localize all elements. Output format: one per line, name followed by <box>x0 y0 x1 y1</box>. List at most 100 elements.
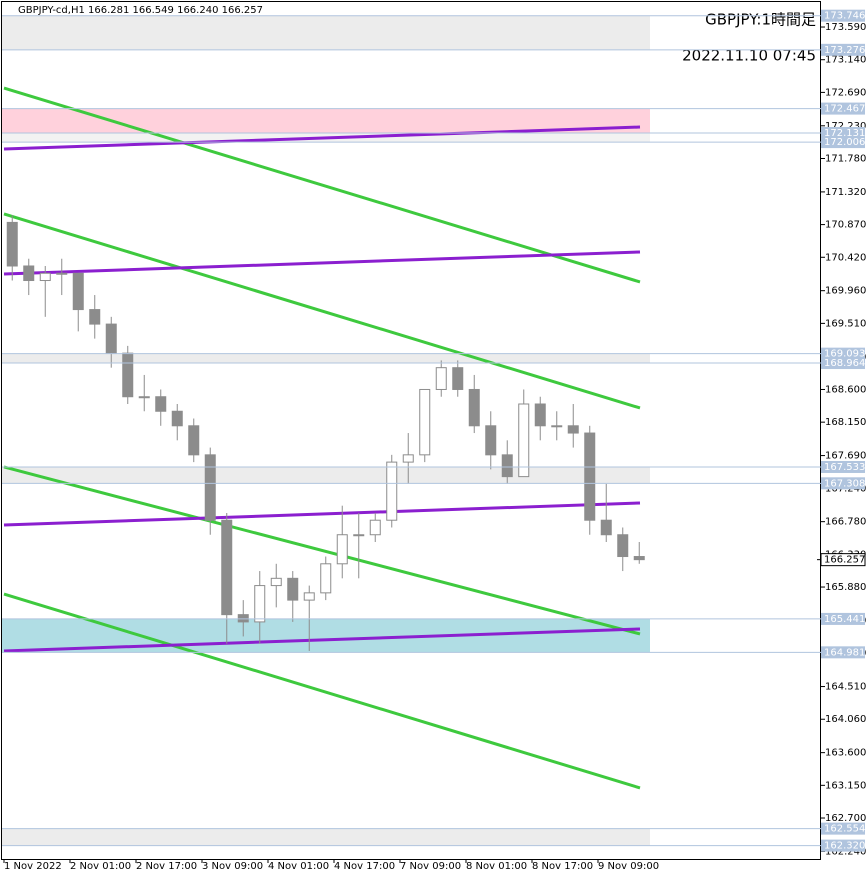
candle-body <box>89 309 101 325</box>
level-label: 172.131 <box>824 128 865 139</box>
level-label-box <box>821 102 865 115</box>
level-label: 164.981 <box>824 647 865 658</box>
candle-body <box>567 425 579 434</box>
frame <box>1 1 821 860</box>
candle-body <box>188 425 200 456</box>
timestamp: 2022.11.10 07:45 <box>682 47 816 65</box>
level-label-box <box>821 839 865 852</box>
zone <box>2 466 650 484</box>
y-tick-label: 168.150 <box>825 417 866 428</box>
level-label-box <box>821 357 865 370</box>
y-tick-label: 167.690 <box>825 451 866 462</box>
trendline <box>3 627 641 653</box>
header: GBPJPY-cd,H1 166.281 166.549 166.240 166… <box>18 5 263 16</box>
candle-body <box>369 519 381 536</box>
x-tick-label: 2 Nov 01:00 <box>70 861 131 872</box>
level-label: 167.308 <box>824 478 865 489</box>
x-tick-label: 9 Nov 09:00 <box>598 861 659 872</box>
bands <box>2 15 650 846</box>
zone <box>2 15 650 50</box>
y-tick-label: 169.510 <box>825 318 866 329</box>
y-tick-label: 170.420 <box>825 252 866 263</box>
x-tick-label: 8 Nov 01:00 <box>466 861 527 872</box>
candle-body <box>501 454 513 478</box>
candle-body <box>353 534 365 537</box>
y-tick-label: 169.960 <box>825 286 866 297</box>
x-tick-label: 7 Nov 09:00 <box>400 861 461 872</box>
level-label-box <box>821 822 865 835</box>
trendline <box>3 465 641 636</box>
level-label-box <box>821 612 865 625</box>
price-label-box <box>820 553 866 567</box>
candle-body <box>600 519 612 536</box>
candle-body <box>237 614 249 623</box>
x-tick-label: 4 Nov 17:00 <box>334 861 395 872</box>
y-tick-label: 168.600 <box>825 384 866 395</box>
y-tick-label: 173.140 <box>825 55 866 66</box>
candle-body <box>6 221 18 267</box>
level-label: 168.964 <box>824 358 865 369</box>
y-tick-label: 172.230 <box>825 121 866 132</box>
candle-body <box>320 563 332 594</box>
y-tick-label: 171.780 <box>825 153 866 164</box>
candle-body <box>485 425 497 456</box>
candle-body <box>633 556 645 561</box>
trendline <box>3 86 641 284</box>
level-label: 162.554 <box>824 824 865 835</box>
y-tick-label: 162.240 <box>825 846 866 857</box>
y-tick-label: 165.880 <box>825 582 866 593</box>
candle-body <box>303 592 315 601</box>
candle-body <box>336 534 348 565</box>
candle-body <box>254 585 266 623</box>
y-tick-label: 163.150 <box>825 780 866 791</box>
candle-body <box>435 367 447 390</box>
level-label: 172.467 <box>824 104 865 115</box>
level-label: 169.093 <box>824 349 865 360</box>
candle-body <box>72 272 84 311</box>
candle-body <box>287 577 299 601</box>
candle-body <box>468 388 480 427</box>
level-label-box <box>821 9 865 22</box>
trendline <box>3 212 641 410</box>
x-tick-label: 4 Nov 01:00 <box>268 861 329 872</box>
candle-body <box>452 367 464 390</box>
candle-body <box>617 534 629 558</box>
candle-body <box>386 461 398 521</box>
level-label: 162.320 <box>824 841 865 852</box>
y-tick-label: 163.600 <box>825 748 866 759</box>
zone <box>2 828 650 846</box>
candle-body <box>419 388 431 456</box>
candle-body <box>122 352 134 398</box>
y-tick-label: 166.780 <box>825 517 866 528</box>
y-tick-label: 173.590 <box>825 22 866 33</box>
level-label-box <box>821 43 865 56</box>
candle-body <box>221 519 233 616</box>
y-tick-label: 170.870 <box>825 220 866 231</box>
candle-body <box>551 425 563 428</box>
candle-body <box>56 272 68 275</box>
trendline <box>3 125 641 151</box>
plot <box>3 86 645 790</box>
level-label-box <box>821 136 865 149</box>
candle-body <box>39 272 51 282</box>
candle-body <box>105 323 117 354</box>
y-tick-label: 164.510 <box>825 682 866 693</box>
x-tick-label: 1 Nov 2022 <box>4 861 62 872</box>
x-tick-label: 2 Nov 17:00 <box>136 861 197 872</box>
level-label-box <box>821 477 865 490</box>
candle-body <box>534 403 546 427</box>
candle-body <box>584 432 596 521</box>
level-label: 172.006 <box>824 137 865 148</box>
level-label-box <box>821 347 865 360</box>
x-tick-label: 8 Nov 17:00 <box>532 861 593 872</box>
y-tick-label: 172.690 <box>825 87 866 98</box>
candle-body <box>270 577 282 587</box>
level-label-box <box>821 646 865 659</box>
candle-body <box>155 396 167 412</box>
trendline <box>3 501 641 527</box>
symbol-label: GBPJPY:1時間足 <box>705 11 816 29</box>
candle-body <box>23 265 35 282</box>
trendline <box>3 592 641 790</box>
candle-body <box>204 454 216 521</box>
